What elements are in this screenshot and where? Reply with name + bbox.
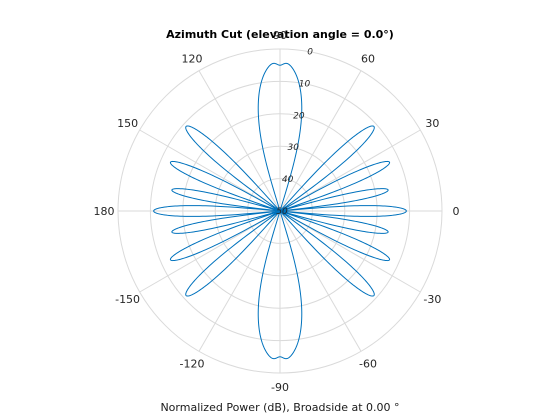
radial-tick-label: 30 [288,143,300,153]
grid-spoke-4 [198,70,281,212]
angle-tick-label: -30 [423,293,441,306]
radial-tick-label: 50 [276,207,288,217]
angle-tick-label: -90 [271,381,289,394]
grid-spoke-2 [279,70,362,212]
grid-spoke-8 [198,210,281,352]
angle-tick-label: -150 [115,293,140,306]
grid-spoke-5 [139,129,281,212]
radial-tick-labels: 0 10 20 30 40 50 [276,47,313,217]
grid-spoke-11 [279,210,421,293]
angle-tick-labels: 0 30 60 90 120 150 180 -150 -120 -90 -60 -30 [94,29,460,394]
radial-tick-label: 0 [307,47,313,57]
angle-tick-label: -60 [359,357,377,370]
angle-tick-label: 150 [117,117,138,130]
angular-grid-spokes [118,49,442,373]
radial-tick-label: 10 [299,79,311,89]
series-line-0 [153,62,407,360]
angle-tick-label: 180 [94,205,115,218]
angle-tick-label: 90 [273,29,287,42]
angle-tick-label: 0 [453,205,460,218]
angle-tick-label: 30 [425,117,439,130]
chart-title: Azimuth Cut (elevation angle = 0.0°) [166,28,394,41]
angle-tick-label: 120 [182,53,203,66]
angle-tick-label: 60 [361,53,375,66]
grid-spoke-1 [279,129,421,212]
angle-tick-label: -120 [180,357,205,370]
grid-spoke-10 [279,210,362,352]
radial-tick-label: 20 [293,111,305,121]
series-group [153,62,407,360]
x-axis-label: Normalized Power (dB), Broadside at 0.00… [160,401,399,414]
grid-spoke-7 [139,210,281,293]
radial-tick-label: 40 [282,175,294,185]
